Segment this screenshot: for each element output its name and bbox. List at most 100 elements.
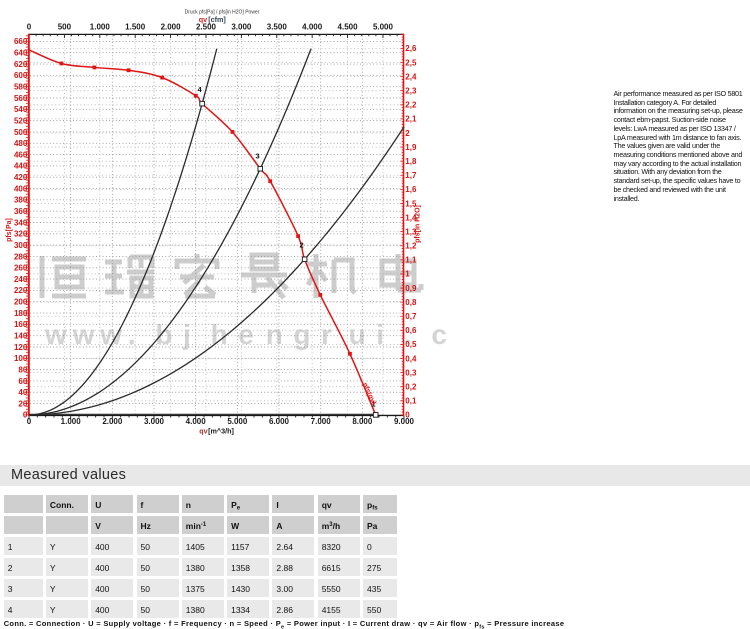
svg-text:2: 2: [405, 129, 410, 138]
svg-text:1,9: 1,9: [405, 143, 417, 152]
svg-text:2,2: 2,2: [405, 101, 417, 110]
svg-text:260: 260: [14, 264, 28, 273]
svg-text:0: 0: [405, 411, 410, 420]
svg-text:pfs[Pa]: pfs[Pa]: [6, 218, 13, 242]
svg-text:1: 1: [372, 400, 376, 409]
svg-text:.: .: [404, 319, 412, 350]
svg-text:6.000: 6.000: [269, 417, 290, 426]
svg-text:2,4: 2,4: [405, 72, 417, 81]
svg-text:2.500: 2.500: [196, 22, 217, 31]
svg-text:440: 440: [14, 162, 28, 171]
svg-text:660: 660: [14, 37, 28, 46]
svg-text:pfs(qv): pfs(qv): [361, 382, 377, 406]
svg-text:1.000: 1.000: [61, 417, 82, 426]
svg-text:u: u: [349, 319, 366, 350]
svg-text:140: 140: [14, 331, 28, 340]
svg-text:r: r: [321, 319, 332, 350]
svg-text:3.000: 3.000: [144, 417, 165, 426]
svg-text:qv: qv: [199, 15, 207, 24]
svg-text:480: 480: [14, 139, 28, 148]
svg-text:g: g: [293, 319, 310, 350]
svg-text:2.000: 2.000: [102, 417, 123, 426]
svg-text:2.000: 2.000: [161, 22, 182, 31]
svg-text:560: 560: [14, 94, 28, 103]
svg-text:2,3: 2,3: [405, 86, 417, 95]
svg-text:40: 40: [18, 388, 27, 397]
svg-text:h: h: [211, 319, 228, 350]
svg-text:0,8: 0,8: [405, 298, 417, 307]
svg-text:200: 200: [14, 298, 28, 307]
svg-text:e: e: [238, 319, 254, 350]
svg-text:1,5: 1,5: [405, 199, 417, 208]
svg-text:160: 160: [14, 320, 28, 329]
svg-text:7.000: 7.000: [311, 417, 332, 426]
svg-text:20: 20: [18, 399, 27, 408]
svg-text:3.000: 3.000: [231, 22, 252, 31]
svg-text:0,7: 0,7: [405, 312, 417, 321]
svg-text:1: 1: [405, 270, 410, 279]
svg-text:0,6: 0,6: [405, 326, 417, 335]
svg-text:1.000: 1.000: [90, 22, 111, 31]
svg-text:[m^3/h]: [m^3/h]: [208, 427, 234, 436]
svg-text:380: 380: [14, 196, 28, 205]
svg-text:1.500: 1.500: [125, 22, 146, 31]
svg-text:500: 500: [58, 22, 72, 31]
svg-text:5.000: 5.000: [373, 22, 394, 31]
svg-text:240: 240: [14, 275, 28, 284]
svg-text:[cfm]: [cfm]: [208, 15, 226, 24]
svg-text:180: 180: [14, 309, 28, 318]
svg-text:4: 4: [198, 85, 203, 94]
svg-text:c: c: [431, 319, 447, 350]
svg-text:1,1: 1,1: [405, 256, 417, 265]
svg-text:1,6: 1,6: [405, 185, 417, 194]
svg-text:0: 0: [27, 417, 32, 426]
svg-text:600: 600: [14, 71, 28, 80]
svg-text:1,8: 1,8: [405, 157, 417, 166]
svg-text:0: 0: [27, 22, 32, 31]
svg-text:3.500: 3.500: [267, 22, 288, 31]
svg-text:8.000: 8.000: [352, 417, 373, 426]
svg-text:520: 520: [14, 116, 28, 125]
svg-text:4.000: 4.000: [302, 22, 323, 31]
svg-text:5.000: 5.000: [227, 417, 248, 426]
svg-text:640: 640: [14, 49, 28, 58]
svg-text:2,1: 2,1: [405, 115, 417, 124]
svg-text:320: 320: [14, 230, 28, 239]
svg-text:100: 100: [14, 354, 28, 363]
svg-text:9.000: 9.000: [394, 417, 415, 426]
svg-text:j: j: [182, 319, 191, 350]
svg-text:220: 220: [14, 286, 28, 295]
svg-text:1,4: 1,4: [405, 213, 417, 222]
svg-text:4.000: 4.000: [186, 417, 207, 426]
svg-text:.: .: [128, 319, 136, 350]
svg-text:b: b: [155, 319, 172, 350]
svg-text:n: n: [266, 319, 283, 350]
svg-text:4.500: 4.500: [338, 22, 359, 31]
svg-text:w: w: [99, 319, 122, 350]
svg-text:0,1: 0,1: [405, 397, 417, 406]
svg-text:0,2: 0,2: [405, 383, 417, 392]
svg-text:300: 300: [14, 241, 28, 250]
svg-text:0,4: 0,4: [405, 354, 417, 363]
svg-text:3: 3: [256, 152, 260, 161]
svg-text:pfs[in H2O]: pfs[in H2O]: [415, 205, 422, 243]
svg-text:1,3: 1,3: [405, 227, 417, 236]
svg-text:80: 80: [18, 365, 27, 374]
svg-text:0,3: 0,3: [405, 368, 417, 377]
svg-text:540: 540: [14, 105, 28, 114]
svg-text:280: 280: [14, 252, 28, 261]
svg-text:qv: qv: [199, 427, 207, 436]
svg-text:400: 400: [14, 184, 28, 193]
svg-text:1,7: 1,7: [405, 171, 417, 180]
svg-text:w: w: [72, 319, 95, 350]
svg-text:w: w: [44, 319, 67, 350]
svg-text:Druck pfs[Pa] / pfs[in H2O] P: Druck pfs[Pa] / pfs[in H2O] Power: [185, 10, 260, 16]
svg-text:420: 420: [14, 173, 28, 182]
svg-text:0,5: 0,5: [405, 340, 417, 349]
svg-text:1,2: 1,2: [405, 242, 417, 251]
svg-text:2,5: 2,5: [405, 58, 417, 67]
svg-text:580: 580: [14, 82, 28, 91]
svg-text:500: 500: [14, 128, 28, 137]
svg-text:60: 60: [18, 377, 27, 386]
svg-text:340: 340: [14, 218, 28, 227]
